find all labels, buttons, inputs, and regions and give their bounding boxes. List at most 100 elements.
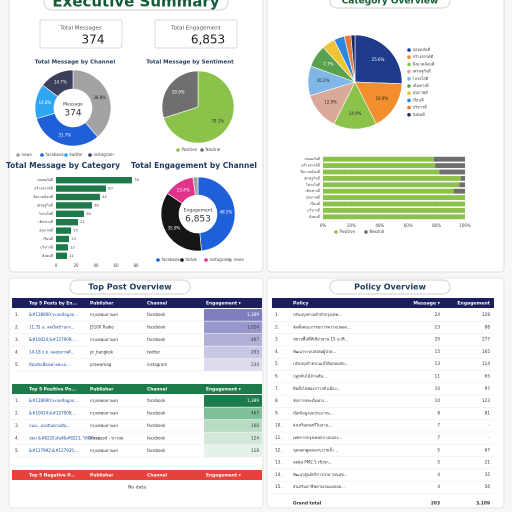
legend-label: ปลอดภัยดี (413, 47, 431, 52)
engagement: 128 (482, 312, 490, 317)
kpi-card (39, 19, 123, 49)
data-label: 7.7% (323, 61, 333, 66)
bar-segment (323, 182, 460, 188)
data-label: 12 (70, 244, 75, 249)
message-count: 10 (435, 386, 441, 391)
bar-segment (323, 195, 465, 201)
x-tick-label: 100% (459, 223, 471, 228)
engagement: 35 (485, 472, 491, 477)
column-header: Channel (147, 473, 168, 479)
y-tick-label: โปร่งใสดี (306, 182, 321, 187)
legend-label: บริหารดี (413, 105, 428, 110)
bar-segment (323, 201, 465, 207)
engagement: 81 (485, 410, 491, 415)
section-title: Top Post Overview (88, 283, 172, 292)
center-text: 6,853 (185, 215, 211, 225)
empty-text: No data (128, 485, 146, 491)
bar-segment (323, 188, 454, 194)
message-count: 4 (437, 472, 440, 477)
engagement: 1,389 (247, 398, 259, 403)
legend-label: news (22, 152, 32, 157)
engagement-cell (204, 432, 262, 445)
engagement: 118 (251, 448, 259, 453)
data-label: 14.9% (349, 111, 362, 116)
data-label: 13.4% (177, 187, 190, 192)
table-header (272, 298, 494, 308)
row-number: 3. (275, 337, 279, 342)
section-title: Category Overview (342, 0, 439, 7)
bar (56, 219, 78, 226)
post-text: ต้อนรับเพื่อนทางทะเล... (29, 362, 70, 367)
bar-segment (323, 163, 436, 169)
x-tick-label: 80% (432, 223, 441, 228)
engagement: - (488, 423, 490, 428)
bar (56, 252, 67, 259)
engagement: 165 (482, 349, 490, 354)
legend-swatch (200, 148, 204, 152)
title-pill (329, 279, 451, 295)
engagement-cell (204, 334, 262, 346)
legend-swatch (334, 230, 338, 234)
engagement: - (488, 435, 490, 440)
bar-segment (323, 169, 440, 175)
row-number: 4. (275, 349, 279, 354)
column-header: Engagement (457, 301, 490, 307)
post-text: &#128690;ระบบข้อมูลถ... (29, 312, 78, 318)
row-number: 4. (15, 436, 19, 441)
y-tick-label: สร้างสรรค์ดี (34, 186, 53, 191)
post-text: 14-18 ก.ย. ผลสุขภาพดี... (29, 350, 74, 356)
pie-slice (163, 70, 235, 144)
title-pill (43, 0, 229, 11)
pie-slice (42, 69, 74, 97)
row-number: 2. (275, 324, 279, 329)
policy-card (266, 277, 505, 509)
chart-title: Total Message by Sentiment (146, 60, 234, 66)
y-tick-label: ปลอดภัยดี (37, 177, 53, 182)
legend-swatch (407, 48, 411, 52)
chart-title: Total Message by Channel (35, 60, 116, 66)
legend-swatch (156, 258, 160, 262)
message-count: 5 (437, 447, 440, 452)
bar-segment (323, 156, 434, 162)
legend-swatch (407, 91, 411, 95)
bar-segment (323, 175, 461, 181)
row-number: 11. (275, 435, 282, 440)
bar-segment (460, 175, 465, 181)
engagement-cell (204, 395, 262, 407)
engagement-cell (204, 321, 262, 334)
category-card (266, 0, 505, 273)
bar-segment (323, 207, 465, 213)
publisher: กรุงเทพมหานคร (90, 398, 119, 404)
publisher: กรุงเทพมหานคร (90, 423, 119, 429)
policy-name: พัฒนาศูนย์บริการสาธารณสุข... (293, 472, 348, 478)
bar-segment (439, 169, 465, 175)
row-number: 9. (275, 410, 279, 415)
engagement: 65 (485, 374, 491, 379)
legend-swatch (364, 230, 368, 234)
post-text: &#10024;&#127909;... (29, 337, 76, 342)
y-tick-label: ปลอดภัยดี (304, 156, 320, 161)
row-number: 5. (15, 362, 19, 367)
engagement-cell (204, 359, 262, 371)
y-tick-label: เดินทางดี (306, 188, 321, 193)
legend-swatch (40, 153, 44, 157)
post-text: &#127992;&#127935;... (29, 448, 79, 453)
engagement: 114 (482, 361, 490, 366)
policy-name: ลดฝุ่น PM2.5 เชิงรุก... (293, 460, 332, 466)
row-number: 7. (275, 386, 279, 391)
legend-label: สุขภาพดี (413, 90, 429, 96)
legend-swatch (407, 98, 411, 103)
bar-segment (323, 214, 465, 220)
legend-label: Positive (182, 147, 198, 152)
publisher: กรุงเทพมหานคร (90, 411, 119, 417)
chart-title: Total Engagement by Channel (131, 161, 257, 170)
data-label: 12.9% (324, 100, 337, 105)
dashboard-title: Executive Summary (52, 0, 219, 11)
data-label: 14.8% (39, 100, 52, 105)
y-tick-label: เศรษฐกิจดี (37, 202, 54, 207)
center-text: 374 (64, 109, 81, 119)
legend-swatch (64, 153, 68, 157)
bar (56, 235, 69, 243)
publisher: JS100 Radio (89, 325, 114, 330)
column-header: Engagement ▾ (206, 301, 242, 307)
